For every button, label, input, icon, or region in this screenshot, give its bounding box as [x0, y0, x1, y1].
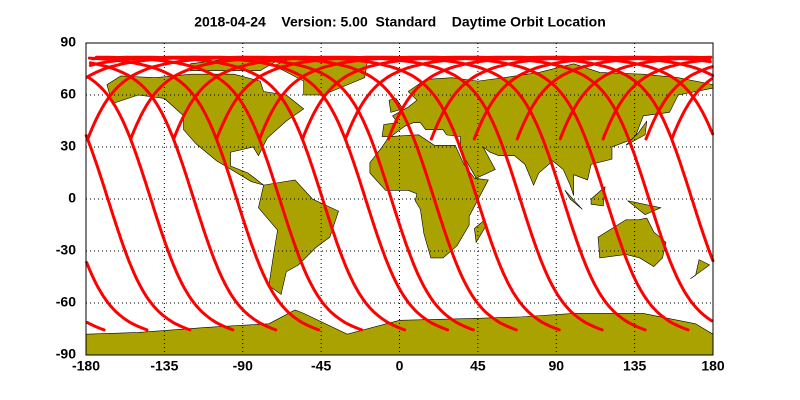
orbit-tracks	[84, 55, 715, 332]
x-tick-label: 135	[623, 358, 647, 374]
land-mass	[590, 186, 606, 207]
orbit-track	[515, 55, 707, 141]
orbit-track	[85, 260, 149, 332]
y-tick-label: -90	[56, 346, 76, 362]
y-tick-label: 90	[60, 34, 76, 50]
orbit-track	[94, 55, 364, 332]
land-mass	[625, 120, 648, 146]
land-layer	[85, 56, 714, 356]
y-tick-label: 60	[60, 86, 76, 102]
orbit-track	[343, 55, 715, 263]
land-mass	[369, 134, 489, 259]
orbit-track	[429, 55, 715, 141]
x-tick-label: -45	[311, 358, 331, 374]
land-mass	[690, 259, 711, 279]
orbit-track	[386, 55, 715, 141]
x-tick-label: 45	[470, 358, 486, 374]
x-tick-label: 90	[548, 358, 564, 374]
tick-labels: -180 -135 -90 -45 0 45 90 135 180 -90 -60 -30 0 30 60 9…	[56, 34, 725, 374]
x-tick-label: -90	[233, 358, 253, 374]
orbit-track	[644, 65, 714, 141]
orbit-track	[301, 55, 714, 323]
orbit-track	[91, 55, 407, 332]
orbit-track	[87, 56, 321, 332]
y-tick-label: 0	[68, 190, 76, 206]
y-tick-label: -60	[56, 294, 76, 310]
orbit-track	[84, 134, 192, 332]
x-tick-label: 180	[701, 358, 725, 374]
y-tick-label: 30	[60, 138, 76, 154]
orbit-track	[86, 75, 235, 332]
land-mass	[627, 200, 662, 215]
x-tick-label: -135	[150, 358, 178, 374]
map-frame	[85, 42, 714, 356]
x-tick-label: 0	[396, 358, 404, 374]
orbit-track	[601, 58, 712, 141]
land-mass	[258, 179, 339, 295]
map-title: 2018-04-24 Version: 5.00 Standard Daytim…	[194, 14, 606, 30]
orbit-track	[88, 61, 278, 332]
orbit-track	[85, 320, 106, 332]
land-mass	[106, 73, 305, 186]
land-mass	[381, 63, 714, 196]
orbit-track	[472, 55, 712, 141]
x-tick-label: -180	[72, 358, 100, 374]
orbit-track	[85, 55, 475, 332]
land-mass	[597, 217, 667, 267]
y-tick-label: -30	[56, 242, 76, 258]
land-mass	[564, 190, 583, 210]
orbit-track	[558, 55, 713, 141]
orbit-track	[88, 55, 450, 332]
orbit-track	[670, 77, 714, 141]
